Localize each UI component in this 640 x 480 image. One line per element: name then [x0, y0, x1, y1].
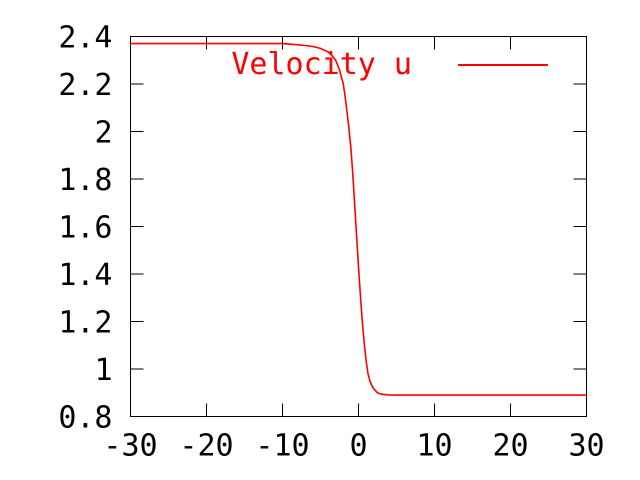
x-tick-label: -10 — [255, 429, 309, 464]
x-tick-label: -20 — [179, 429, 233, 464]
x-tick-label: 0 — [349, 429, 367, 464]
x-tick-label: 20 — [492, 429, 528, 464]
x-tick-label: 10 — [416, 429, 452, 464]
y-tick-label: 1.8 — [58, 163, 112, 198]
y-tick-label: 2 — [94, 116, 112, 151]
y-tick-label: 1 — [94, 353, 112, 388]
legend-label: Velocity u — [231, 47, 412, 82]
y-tick-label: 1.2 — [58, 306, 112, 341]
y-tick-label: 1.6 — [58, 211, 112, 246]
legend-line-sample — [458, 64, 548, 66]
x-tick-label: -30 — [103, 429, 157, 464]
velocity-curve — [130, 42, 587, 396]
plot-border — [130, 36, 587, 417]
y-tick-label: 2.4 — [58, 21, 112, 56]
x-tick-label: 30 — [568, 429, 604, 464]
y-tick-label: 1.4 — [58, 258, 112, 293]
y-tick-label: 2.2 — [58, 68, 112, 103]
y-tick-label: 0.8 — [58, 401, 112, 436]
